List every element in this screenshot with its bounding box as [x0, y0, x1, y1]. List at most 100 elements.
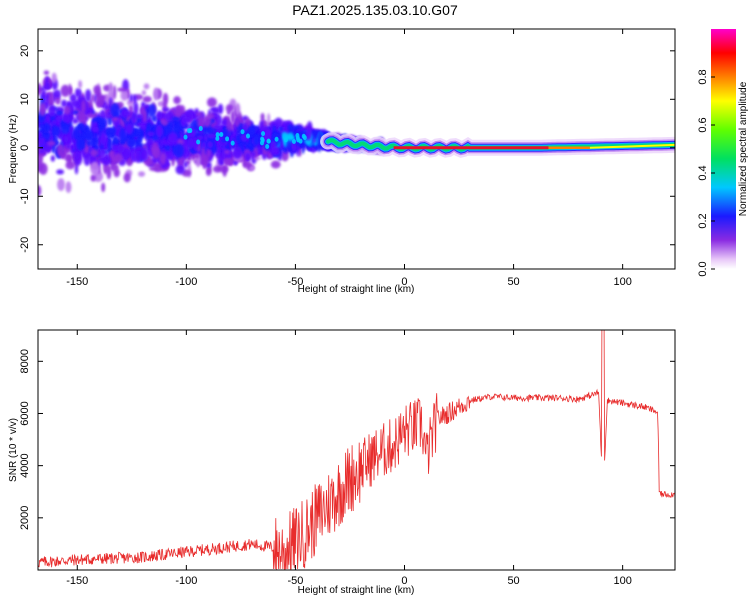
- spectrogram-cell: [38, 184, 42, 197]
- colorbar-tick-label: 0.8: [697, 69, 709, 84]
- spectrogram-cell: [108, 82, 113, 95]
- spectrogram-cell: [65, 144, 71, 149]
- spectrogram-cell: [142, 144, 148, 150]
- snr-x-axis: -150 -100 -50 0 50 100: [66, 330, 632, 587]
- spectrogram-cell: [245, 133, 250, 139]
- spectrogram-cell: [152, 147, 161, 159]
- spectrogram-cell: [56, 169, 65, 175]
- spectrogram-cell: [232, 146, 243, 160]
- spectrogram-cell: [147, 131, 155, 137]
- spectrogram-cell: [202, 157, 208, 170]
- spectrogram-cell: [173, 96, 181, 105]
- snr-x-tick-label: -150: [66, 575, 88, 587]
- spectrogram-cell: [100, 131, 107, 146]
- spectrogram-cell: [103, 104, 110, 111]
- spectrogram-cell: [206, 149, 211, 158]
- spectrogram-cell: [219, 131, 224, 137]
- spectrogram-cell: [198, 126, 203, 132]
- spectrogram-cell: [109, 163, 119, 172]
- spectrogram-cell: [236, 135, 240, 143]
- spectrogram-cell: [302, 135, 307, 141]
- spectrogram-cell: [83, 129, 93, 141]
- spectrogram-cell: [224, 149, 230, 154]
- spectrogram-cell: [56, 116, 61, 123]
- spectrogram-y-tick-label: 10: [19, 93, 31, 105]
- spectrogram-cell: [134, 129, 145, 134]
- spectrogram-cell: [48, 93, 55, 106]
- spectrogram-cell: [178, 104, 186, 116]
- spectrogram-y-axis-label: Frequency (Hz): [8, 115, 19, 184]
- spectrogram-x-tick-label: -150: [66, 276, 88, 288]
- spectrogram-cell: [99, 148, 106, 158]
- spectrogram-x-tick-label: 0: [401, 276, 407, 288]
- spectrogram-y-tick-label: 20: [19, 45, 31, 57]
- spectrogram-cell: [305, 127, 312, 141]
- spectrogram-cell: [249, 165, 255, 171]
- spectrogram-cell: [106, 128, 116, 134]
- spectrogram-cell: [86, 140, 96, 146]
- spectrogram-cell: [251, 151, 256, 158]
- spectrogram-cell: [156, 110, 163, 119]
- spectrogram-cell: [261, 131, 266, 137]
- snr-y-axis-label: SNR (10 * v/v): [8, 418, 19, 482]
- spectrogram-cell: [201, 145, 206, 159]
- spectrogram-cell: [56, 110, 64, 116]
- spectrogram-cell: [41, 130, 51, 140]
- spectrogram-cell: [270, 160, 281, 169]
- spectrogram-cell: [106, 165, 112, 180]
- spectrogram-cell: [141, 124, 146, 130]
- spectrogram-cell: [201, 141, 207, 149]
- spectrogram-cell: [205, 168, 212, 177]
- spectrogram-cell: [278, 126, 284, 132]
- spectrogram-cell: [60, 123, 70, 135]
- spectrogram-cell: [295, 135, 300, 141]
- spectrogram-cell: [56, 144, 65, 156]
- spectrogram-cell: [38, 162, 48, 175]
- spectrogram-cell: [235, 102, 241, 116]
- spectrogram-cell: [45, 81, 51, 89]
- snr-series-line: [38, 330, 675, 570]
- colorbar-tick-label: 0.4: [697, 165, 709, 180]
- spectrogram-cell: [113, 153, 123, 163]
- spectrogram-cell: [217, 103, 224, 115]
- spectrogram-cell: [135, 113, 144, 119]
- spectrogram-cell: [242, 123, 249, 131]
- spectrogram-cell: [75, 150, 80, 160]
- spectrogram-cell: [90, 149, 99, 157]
- spectrogram-cell: [64, 153, 73, 162]
- spectrogram-cell: [65, 181, 72, 193]
- spectrogram-cell: [91, 94, 95, 102]
- colorbar-label: Normalized spectral amplitude: [738, 81, 749, 216]
- spectrogram-cell: [219, 165, 229, 173]
- snr-x-axis-label: Height of straight line (km): [298, 585, 415, 596]
- snr-y-axis: 2000 4000 6000 8000: [19, 349, 675, 530]
- spectrogram-cell: [39, 102, 46, 117]
- spectrogram-cell: [47, 140, 56, 147]
- spectrogram-cell: [165, 145, 171, 152]
- spectrogram-cell: [234, 118, 240, 127]
- spectrogram-cell: [147, 103, 157, 118]
- spectrogram-cell: [90, 174, 96, 182]
- spectrogram-cell: [81, 100, 86, 114]
- spectrogram-cell: [159, 152, 167, 165]
- spectrogram-cell: [38, 137, 45, 147]
- spectrogram-cell: [175, 164, 185, 175]
- spectrogram-cell: [155, 124, 164, 138]
- spectrogram-cell: [119, 128, 126, 142]
- spectrogram-cell: [120, 90, 129, 101]
- spectrogram-y-tick-label: -10: [19, 188, 31, 204]
- spectrogram-cell: [213, 124, 222, 129]
- spectrogram-cell: [225, 136, 230, 142]
- spectrogram-cell: [125, 123, 134, 135]
- spectrogram-cell: [274, 117, 283, 128]
- spectrogram-cell: [260, 112, 265, 122]
- spectrogram-cell: [61, 114, 70, 123]
- colorbar: 0.0 0.2 0.4 0.6 0.8 Normalized spectral ampl…: [697, 29, 749, 277]
- spectrogram-cell: [116, 87, 127, 92]
- spectrogram-cell: [117, 144, 125, 153]
- spectrogram-cell: [197, 116, 206, 129]
- snr-frame: [37, 329, 676, 571]
- snr-background: [38, 330, 675, 570]
- spectrogram-cell: [229, 124, 234, 132]
